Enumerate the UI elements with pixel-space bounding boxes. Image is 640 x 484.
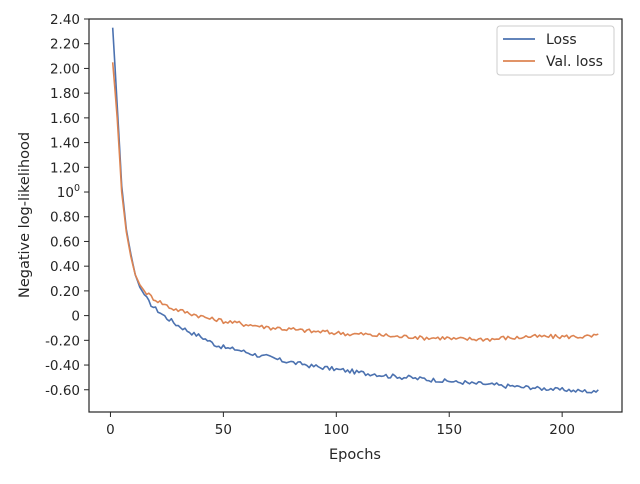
y-tick-label: 0.40 [50,259,80,275]
legend-label-val-loss: Val. loss [546,54,603,70]
y-tick-label: 0 [71,309,80,325]
y-tick-label: 1.60 [50,111,80,127]
plot-frame [88,18,623,413]
y-tick-label: 2.00 [50,61,80,77]
y-tick-label: 0.20 [50,284,80,300]
y-tick-label: 1.80 [50,86,80,102]
y-tick-label: 1.20 [50,160,80,176]
x-axis-label: Epochs [329,447,381,463]
x-axis: 0 50 100 150 200 [106,412,575,438]
y-tick-label: -0.20 [45,333,80,349]
x-tick-label: 100 [323,422,349,438]
y-tick-label: -0.40 [45,358,80,374]
y-tick-label: 100 [57,183,80,201]
legend: Loss Val. loss [496,25,615,76]
legend-label-loss: Loss [546,32,577,48]
x-tick-label: 0 [106,422,115,438]
y-tick-label: 1.40 [50,136,80,152]
y-tick-label: -0.60 [45,383,80,399]
y-tick-label: 2.40 [50,12,80,28]
series-line-val-loss [111,62,599,342]
y-tick-label: 0.80 [50,210,80,226]
x-tick-label: 50 [215,422,232,438]
series-layer [111,27,599,394]
y-axis: 2.40 2.20 2.00 1.80 1.60 1.40 1.20 100 0.80 0.60 0… [45,12,89,399]
x-tick-label: 150 [436,422,462,438]
series-line-loss [111,27,599,394]
y-axis-label: Negative log-likelihood [17,132,33,298]
x-tick-label: 200 [549,422,575,438]
y-tick-label: 0.60 [50,234,80,250]
y-tick-label: 2.20 [50,37,80,53]
